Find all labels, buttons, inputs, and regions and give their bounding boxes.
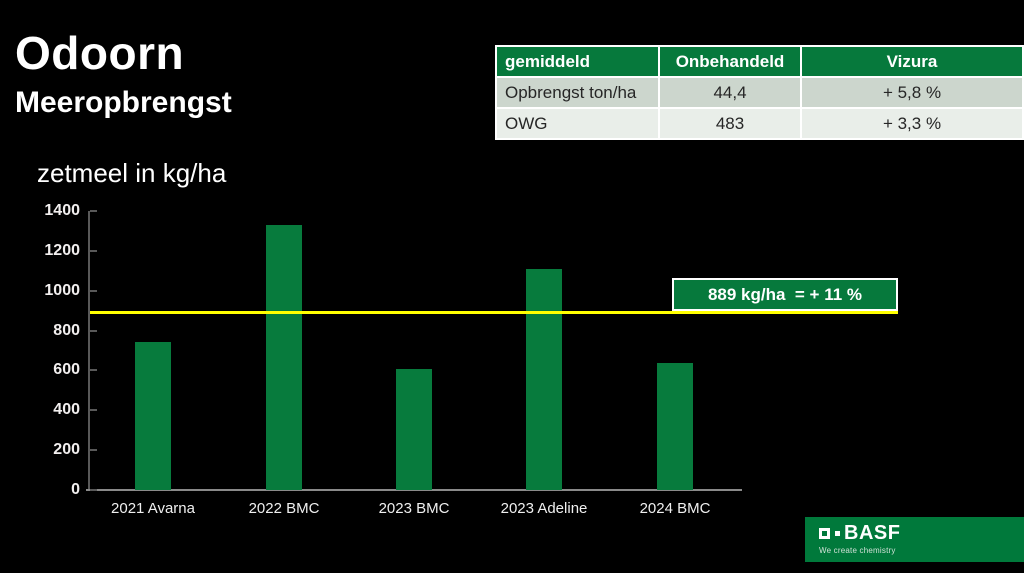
y-axis-tick: [90, 290, 97, 292]
summary-table-header-cell: Vizura: [800, 45, 1024, 78]
page-title: Odoorn: [15, 27, 185, 79]
basf-logo-dot-icon: [835, 530, 840, 536]
summary-table-container: gemiddeld Onbehandeld Vizura Opbrengst ton…: [495, 45, 1024, 140]
bar-2023-adeline: [526, 269, 562, 490]
bar-2024-bmc: [657, 363, 693, 490]
y-axis-tick-label: 200: [53, 441, 80, 458]
reference-line-label: 889 kg/ha = + 11 %: [672, 278, 898, 311]
page-subtitle: Meeropbrengst: [15, 86, 232, 119]
y-axis-tick-label: 400: [53, 401, 80, 418]
y-axis-tick-label: 0: [71, 481, 80, 498]
bar-2022-bmc: [266, 225, 302, 490]
x-axis-line: [86, 489, 742, 491]
y-axis-tick: [90, 330, 97, 332]
table-row: OWG 483 + 3,3 %: [495, 107, 1024, 140]
bar-2021-avarna: [135, 342, 171, 490]
table-row: Opbrengst ton/ha 44,4 + 5,8 %: [495, 76, 1024, 109]
basf-logo-square-icon: [819, 527, 830, 539]
x-axis-tick-label: 2023 Adeline: [500, 500, 588, 517]
table-cell: OWG: [495, 107, 660, 140]
y-axis-tick-label: 1200: [44, 242, 80, 259]
table-cell: + 5,8 %: [800, 76, 1024, 109]
table-cell: Opbrengst ton/ha: [495, 76, 660, 109]
x-axis-tick-label: 2023 BMC: [378, 500, 450, 517]
summary-table-header-cell: gemiddeld: [495, 45, 660, 78]
y-axis-tick: [90, 369, 97, 371]
bar-2023-bmc: [396, 369, 432, 490]
summary-table-body: Opbrengst ton/ha 44,4 + 5,8 % OWG 483 + 3,3 %: [495, 76, 1024, 140]
y-axis-tick-label: 800: [53, 322, 80, 339]
y-axis-line: [88, 211, 90, 491]
y-axis-tick: [90, 409, 97, 411]
y-axis-tick: [90, 449, 97, 451]
reference-line: [90, 311, 898, 314]
y-axis-tick-label: 1400: [44, 202, 80, 219]
x-axis-tick-label: 2021 Avarna: [111, 500, 195, 517]
y-axis-tick: [90, 250, 97, 252]
x-axis-tick-label: 2024 BMC: [639, 500, 711, 517]
summary-table-header-row: gemiddeld Onbehandeld Vizura: [495, 45, 1024, 78]
summary-table: gemiddeld Onbehandeld Vizura Opbrengst ton…: [495, 45, 1024, 140]
y-axis-tick-label: 1000: [44, 282, 80, 299]
table-cell: + 3,3 %: [800, 107, 1024, 140]
y-axis-tick: [90, 210, 97, 212]
basf-brand-text: BASF: [844, 522, 901, 544]
basf-tagline: We create chemistry: [819, 546, 896, 555]
chart-title: zetmeel in kg/ha: [37, 158, 227, 188]
basf-logo: BASF: [819, 523, 1024, 543]
x-axis-tick-label: 2022 BMC: [248, 500, 320, 517]
summary-table-header-cell: Onbehandeld: [658, 45, 802, 78]
basf-logo-footer: BASF We create chemistry: [805, 517, 1024, 562]
table-cell: 483: [658, 107, 802, 140]
table-cell: 44,4: [658, 76, 802, 109]
y-axis-tick: [90, 489, 97, 491]
y-axis-tick-label: 600: [53, 361, 80, 378]
